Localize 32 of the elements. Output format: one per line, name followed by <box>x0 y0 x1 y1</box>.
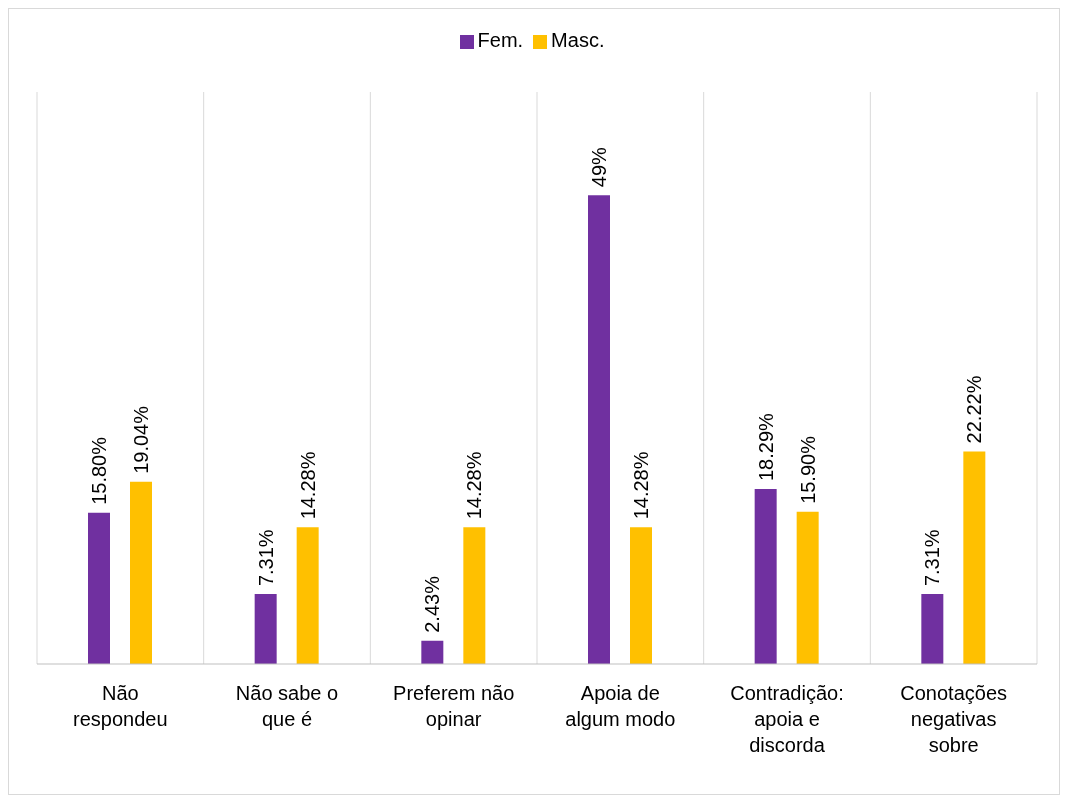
bar <box>754 488 777 664</box>
data-label: 2.43% <box>421 575 444 633</box>
data-label: 14.28% <box>296 451 319 520</box>
legend-label: Masc. <box>551 29 605 51</box>
bar <box>796 511 819 664</box>
bar <box>463 527 486 664</box>
bar <box>254 594 277 664</box>
bar <box>963 451 986 664</box>
data-label: 15.80% <box>88 436 110 505</box>
bar <box>921 594 944 664</box>
bar <box>421 640 444 664</box>
x-tick-label: Apoia de algum modo <box>565 682 676 730</box>
bar <box>630 527 652 664</box>
x-tick-label: Não respondeu <box>73 682 168 730</box>
x-tick-label: Contradição: apoia e discorda <box>730 682 844 756</box>
data-label: 18.29% <box>754 412 777 481</box>
x-tick-label: Conotações negativas sobre <box>900 682 1008 756</box>
bar <box>130 481 152 664</box>
legend-label: Fem. <box>477 29 524 51</box>
data-label: 14.28% <box>630 451 652 520</box>
x-tick-label: Não sabe o que é <box>235 682 339 730</box>
data-label: 19.04% <box>130 405 152 474</box>
data-label: 14.28% <box>463 451 486 520</box>
data-label: 49% <box>588 146 610 188</box>
data-label: 7.31% <box>254 529 277 587</box>
data-label: 15.90% <box>796 435 819 504</box>
bar <box>88 512 110 664</box>
bar <box>296 527 319 664</box>
data-label: 7.31% <box>921 529 944 587</box>
data-label: 22.22% <box>963 375 986 444</box>
x-tick-label: Preferem não opinar <box>393 682 515 730</box>
bar <box>588 195 610 664</box>
